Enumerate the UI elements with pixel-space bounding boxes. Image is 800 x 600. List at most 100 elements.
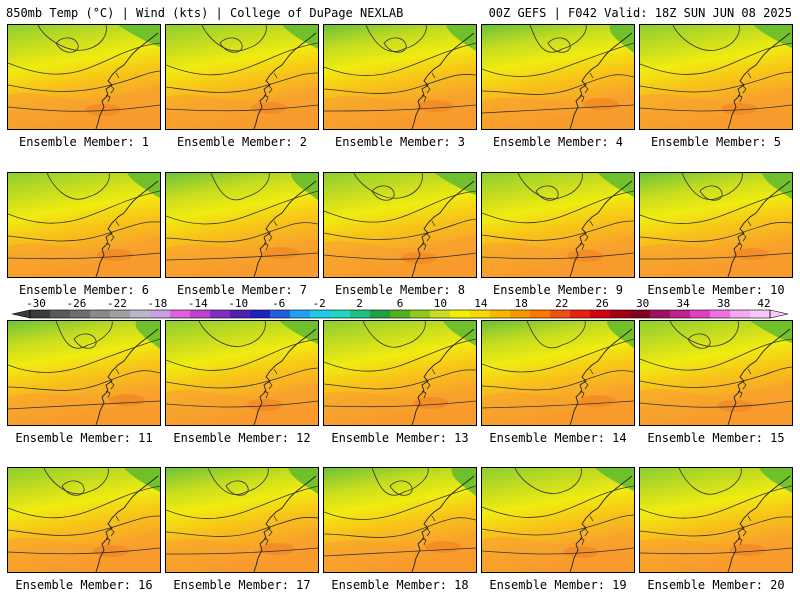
colorbar-swatch xyxy=(290,310,311,318)
chart-title: 850mb Temp (°C) | Wind (kts) | College o… xyxy=(6,6,404,20)
ensemble-map-panel xyxy=(639,467,793,573)
ensemble-member-label: Ensemble Member: 8 xyxy=(334,283,466,297)
ensemble-map-panel xyxy=(165,172,319,278)
ensemble-map-panel xyxy=(639,172,793,278)
ensemble-map-panel xyxy=(7,24,161,130)
colorbar-swatch xyxy=(570,310,591,318)
ensemble-map-panel xyxy=(323,467,477,573)
colorbar-tick-label: 30 xyxy=(636,297,649,310)
temperature-colorbar: -30 -26 -22 -18 -14 -10 -6 -2 2 6 10 14 18 22 26 30 34 38… xyxy=(11,297,789,319)
ensemble-map-panel xyxy=(7,320,161,426)
ensemble-member-label: Ensemble Member: 16 xyxy=(15,578,153,592)
colorbar-tick-label: 18 xyxy=(515,297,528,310)
colorbar-swatch xyxy=(630,310,651,318)
colorbar-swatch xyxy=(610,310,631,318)
ensemble-member-label: Ensemble Member: 15 xyxy=(647,431,785,445)
colorbar-swatch xyxy=(310,310,331,318)
colorbar-swatch xyxy=(550,310,571,318)
colorbar-tick-label: 38 xyxy=(717,297,730,310)
ensemble-member-label: Ensemble Member: 11 xyxy=(15,431,153,445)
model-run-info: 00Z GEFS | F042 Valid: 18Z SUN JUN 08 20… xyxy=(488,6,792,20)
colorbar-swatch xyxy=(730,310,751,318)
ensemble-map-panel xyxy=(481,467,635,573)
colorbar-swatch xyxy=(690,310,711,318)
colorbar-tick-label: 42 xyxy=(757,297,770,310)
colorbar-swatch xyxy=(750,310,771,318)
ensemble-map-panel xyxy=(323,24,477,130)
ensemble-map-panel xyxy=(481,172,635,278)
colorbar-swatch xyxy=(130,310,151,318)
ensemble-map-panel xyxy=(639,24,793,130)
ensemble-map-panel xyxy=(481,24,635,130)
ensemble-map-panel xyxy=(481,320,635,426)
colorbar-tick-label: 34 xyxy=(676,297,690,310)
colorbar-tick-label: -18 xyxy=(147,297,167,310)
ensemble-member-label: Ensemble Member: 3 xyxy=(334,135,466,149)
colorbar-swatch xyxy=(170,310,191,318)
ensemble-member-label: Ensemble Member: 12 xyxy=(173,431,311,445)
ensemble-member-label: Ensemble Member: 19 xyxy=(489,578,627,592)
colorbar-tick-label: -22 xyxy=(107,297,127,310)
colorbar-swatch xyxy=(370,310,391,318)
ensemble-member-label: Ensemble Member: 18 xyxy=(331,578,469,592)
colorbar-tick-label: 26 xyxy=(596,297,609,310)
colorbar-swatch xyxy=(90,310,111,318)
ensemble-map-panel xyxy=(323,320,477,426)
colorbar-swatch xyxy=(150,310,171,318)
colorbar-arrow-low xyxy=(11,309,31,319)
colorbar-tick-label: 10 xyxy=(434,297,447,310)
colorbar-swatch xyxy=(190,310,211,318)
ensemble-member-label: Ensemble Member: 1 xyxy=(18,135,150,149)
ensemble-member-label: Ensemble Member: 2 xyxy=(176,135,308,149)
colorbar-arrow-high xyxy=(769,309,789,319)
ensemble-member-label: Ensemble Member: 7 xyxy=(176,283,308,297)
colorbar-swatch xyxy=(250,310,271,318)
colorbar-swatch xyxy=(650,310,671,318)
ensemble-map-panel xyxy=(7,172,161,278)
ensemble-map-panel xyxy=(165,467,319,573)
colorbar-swatch xyxy=(430,310,451,318)
ensemble-map-panel xyxy=(639,320,793,426)
ensemble-member-label: Ensemble Member: 14 xyxy=(489,431,627,445)
colorbar-tick-label: 6 xyxy=(397,297,404,310)
ensemble-member-label: Ensemble Member: 6 xyxy=(18,283,150,297)
ensemble-member-label: Ensemble Member: 5 xyxy=(650,135,782,149)
colorbar-swatch xyxy=(490,310,511,318)
colorbar-swatch xyxy=(590,310,611,318)
colorbar-swatch xyxy=(510,310,531,318)
colorbar-swatch xyxy=(670,310,691,318)
ensemble-member-label: Ensemble Member: 17 xyxy=(173,578,311,592)
colorbar-swatch xyxy=(710,310,731,318)
colorbar-tick-label: -2 xyxy=(312,297,325,310)
colorbar-swatch xyxy=(350,310,371,318)
ensemble-member-label: Ensemble Member: 9 xyxy=(492,283,624,297)
colorbar-tick-label: 22 xyxy=(555,297,568,310)
ensemble-member-label: Ensemble Member: 13 xyxy=(331,431,469,445)
colorbar-swatch xyxy=(450,310,471,318)
colorbar-tick-label: -30 xyxy=(26,297,46,310)
ensemble-map-panel xyxy=(323,172,477,278)
colorbar-swatch xyxy=(390,310,411,318)
colorbar-tick-label: -6 xyxy=(272,297,285,310)
ensemble-member-label: Ensemble Member: 10 xyxy=(647,283,785,297)
colorbar-tick-label: -14 xyxy=(188,297,208,310)
colorbar-tick-label: -26 xyxy=(66,297,86,310)
colorbar-swatch xyxy=(70,310,91,318)
colorbar-swatch xyxy=(110,310,131,318)
colorbar-tick-label: 14 xyxy=(474,297,488,310)
colorbar-swatch xyxy=(530,310,551,318)
colorbar-tick-label: 2 xyxy=(356,297,363,310)
ensemble-member-label: Ensemble Member: 4 xyxy=(492,135,624,149)
ensemble-map-panel xyxy=(7,467,161,573)
colorbar-swatch xyxy=(470,310,491,318)
colorbar-swatch xyxy=(330,310,351,318)
ensemble-member-label: Ensemble Member: 20 xyxy=(647,578,785,592)
colorbar-swatch xyxy=(50,310,71,318)
colorbar-swatch xyxy=(270,310,291,318)
colorbar-swatch xyxy=(210,310,231,318)
colorbar-swatch xyxy=(30,310,51,318)
ensemble-map-panel xyxy=(165,320,319,426)
colorbar-tick-label: -10 xyxy=(228,297,248,310)
colorbar-swatch xyxy=(230,310,251,318)
ensemble-map-panel xyxy=(165,24,319,130)
